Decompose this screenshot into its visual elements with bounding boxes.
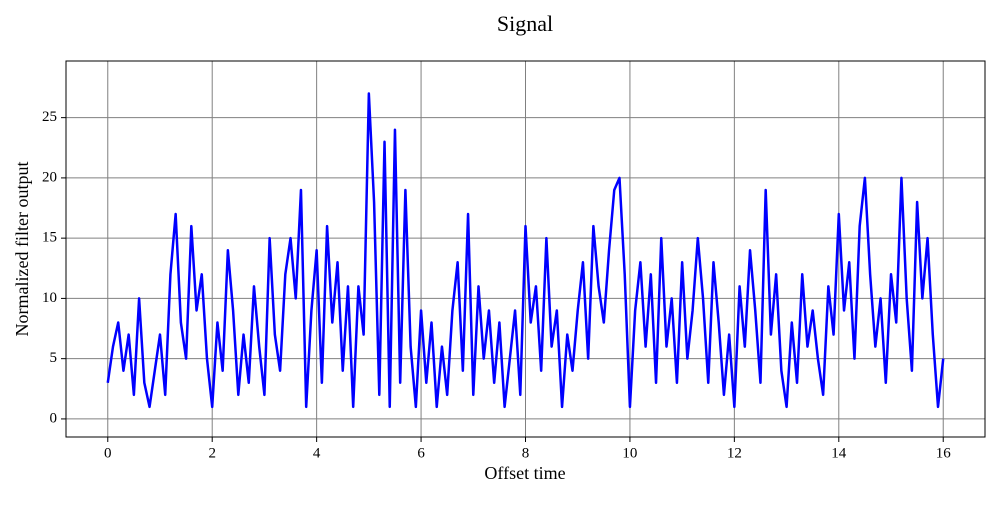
x-axis-label: Offset time (484, 463, 565, 483)
y-tick-label: 10 (42, 290, 57, 306)
y-tick-label: 25 (42, 109, 57, 125)
x-tick-label: 2 (208, 445, 216, 461)
x-tick-label: 14 (831, 445, 847, 461)
x-tick-label: 4 (313, 445, 321, 461)
y-tick-label: 0 (50, 410, 58, 426)
y-tick-label: 15 (42, 230, 57, 246)
y-tick-label: 5 (50, 350, 58, 366)
x-tick-label: 8 (522, 445, 530, 461)
x-tick-label: 0 (104, 445, 112, 461)
y-axis-label: Normalized filter output (12, 162, 32, 337)
x-tick-label: 10 (622, 445, 637, 461)
x-tick-label: 16 (936, 445, 952, 461)
signal-line (106, 92, 945, 409)
x-tick-label: 6 (417, 445, 425, 461)
y-tick-label: 20 (42, 169, 57, 185)
x-tick-label: 12 (727, 445, 742, 461)
chart-title: Signal (497, 11, 553, 36)
plot-frame (65, 60, 986, 438)
